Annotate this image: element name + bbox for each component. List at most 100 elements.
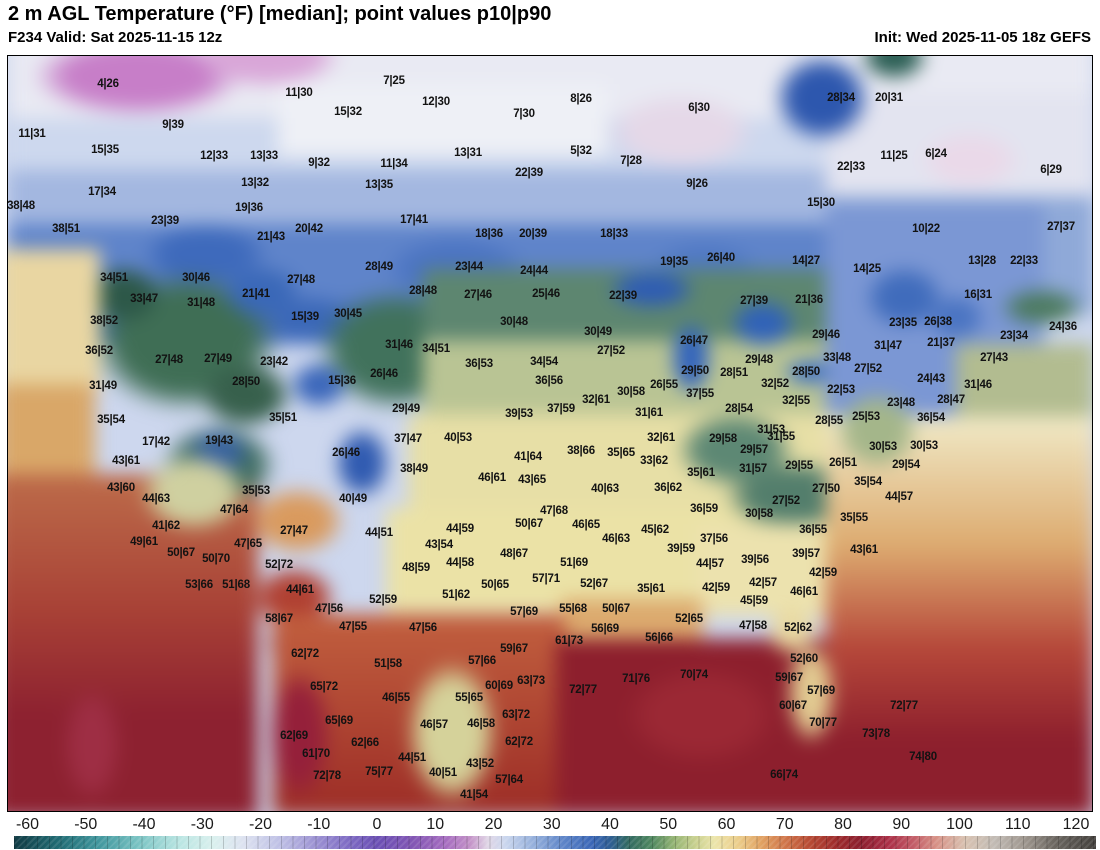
shading-blob — [588, 84, 773, 179]
point-value: 6|29 — [1040, 164, 1062, 176]
point-value: 27|37 — [1047, 221, 1075, 233]
point-value: 50|67 — [602, 603, 630, 615]
point-value: 36|59 — [690, 503, 718, 515]
point-value: 26|47 — [680, 335, 708, 347]
point-value: 27|50 — [812, 483, 840, 495]
gear-icon: ⚙ — [752, 809, 793, 811]
point-value: 20|31 — [875, 92, 903, 104]
point-value: 22|39 — [609, 290, 637, 302]
point-value: 43|65 — [518, 474, 546, 486]
colorbar-tick-labels: -60 -50 -40 -30 -20 -10 0 10 20 30 40 50 60 70 80 90 100… — [0, 816, 1100, 834]
point-value: 15|32 — [334, 106, 362, 118]
point-value: 43|54 — [425, 539, 453, 551]
point-value: 52|62 — [784, 622, 812, 634]
point-value: 34|54 — [530, 356, 558, 368]
colorbar-cells — [14, 836, 1096, 849]
point-value: 26|51 — [829, 457, 857, 469]
point-value: 10|22 — [912, 223, 940, 235]
point-value: 62|72 — [505, 736, 533, 748]
point-value: 28|55 — [815, 415, 843, 427]
shading-blob — [666, 312, 716, 404]
point-value: 30|48 — [500, 316, 528, 328]
point-value: 13|31 — [454, 147, 482, 159]
point-value: 52|59 — [369, 594, 397, 606]
point-value: 23|39 — [151, 215, 179, 227]
point-value: 31|57 — [739, 463, 767, 475]
point-value: 15|35 — [91, 144, 119, 156]
point-value: 26|46 — [332, 447, 360, 459]
point-value: 48|59 — [402, 562, 430, 574]
colorbar-tick-label: 50 — [659, 816, 678, 833]
point-value: 58|67 — [265, 613, 293, 625]
point-value: 4|26 — [97, 78, 119, 90]
point-value: 56|69 — [591, 623, 619, 635]
point-value: 38|51 — [52, 223, 80, 235]
point-value: 30|58 — [745, 508, 773, 520]
point-value: 56|66 — [645, 632, 673, 644]
shading-blob — [908, 124, 1033, 196]
point-value: 63|72 — [502, 709, 530, 721]
point-value: 41|62 — [152, 520, 180, 532]
point-value: 17|34 — [88, 186, 116, 198]
point-value: 29|55 — [785, 460, 813, 472]
point-value: 31|61 — [635, 407, 663, 419]
point-value: 27|46 — [464, 289, 492, 301]
shading-blob — [956, 344, 1092, 416]
point-value: 25|46 — [532, 288, 560, 300]
point-value: 28|34 — [827, 92, 855, 104]
point-value: 15|30 — [807, 197, 835, 209]
point-value: 55|65 — [455, 692, 483, 704]
point-value: 38|52 — [90, 315, 118, 327]
colorbar-tick-label: 120 — [1062, 816, 1090, 833]
point-value: 47|56 — [315, 603, 343, 615]
point-value: 49|61 — [130, 536, 158, 548]
point-value: 36|52 — [85, 345, 113, 357]
point-value: 47|68 — [540, 505, 568, 517]
point-value: 31|49 — [89, 380, 117, 392]
point-value: 41|54 — [460, 789, 488, 801]
point-value: 11|30 — [285, 87, 313, 99]
point-value: 47|56 — [409, 622, 437, 634]
point-value: 22|53 — [827, 384, 855, 396]
point-value: 28|50 — [232, 376, 260, 388]
point-value: 47|65 — [234, 538, 262, 550]
point-value: 21|36 — [795, 294, 823, 306]
point-value: 11|34 — [380, 158, 408, 170]
point-values-layer: 4|26 11|30 7|25 12|30 15|32 7|30 8|26 6|30 28|34… — [8, 56, 1092, 811]
point-value: 26|55 — [650, 379, 678, 391]
point-value: 28|50 — [792, 366, 820, 378]
point-value: 25|53 — [852, 411, 880, 423]
point-value: 9|32 — [308, 157, 330, 169]
point-value: 45|59 — [740, 595, 768, 607]
point-value: 24|36 — [1049, 321, 1077, 333]
brand-text-left: piv — [684, 809, 752, 811]
point-value: 52|60 — [790, 653, 818, 665]
point-value: 44|58 — [446, 557, 474, 569]
point-value: 27|47 — [280, 525, 308, 537]
colorbar-tick-label: 40 — [601, 816, 619, 833]
brand-text-right: tal weather — [793, 809, 1039, 811]
point-value: 17|42 — [142, 436, 170, 448]
point-value: 29|54 — [892, 459, 920, 471]
point-value: 31|48 — [187, 297, 215, 309]
point-value: 37|56 — [700, 533, 728, 545]
point-value: 44|51 — [365, 527, 393, 539]
point-value: 74|80 — [909, 751, 937, 763]
point-value: 63|73 — [517, 675, 545, 687]
point-value: 7|25 — [383, 75, 405, 87]
point-value: 43|60 — [107, 482, 135, 494]
point-value: 29|58 — [709, 433, 737, 445]
point-value: 13|32 — [241, 177, 269, 189]
point-value: 50|70 — [202, 553, 230, 565]
point-value: 42|59 — [702, 582, 730, 594]
point-value: 47|55 — [339, 621, 367, 633]
point-value: 27|48 — [287, 274, 315, 286]
colorbar-tick-label: -30 — [190, 816, 214, 833]
point-value: 31|55 — [767, 431, 795, 443]
point-value: 35|51 — [269, 412, 297, 424]
point-value: 46|61 — [478, 472, 506, 484]
point-value: 23|42 — [260, 356, 288, 368]
colorbar-tick-label: 0 — [372, 816, 382, 833]
point-value: 18|36 — [475, 228, 503, 240]
point-value: 33|47 — [130, 293, 158, 305]
